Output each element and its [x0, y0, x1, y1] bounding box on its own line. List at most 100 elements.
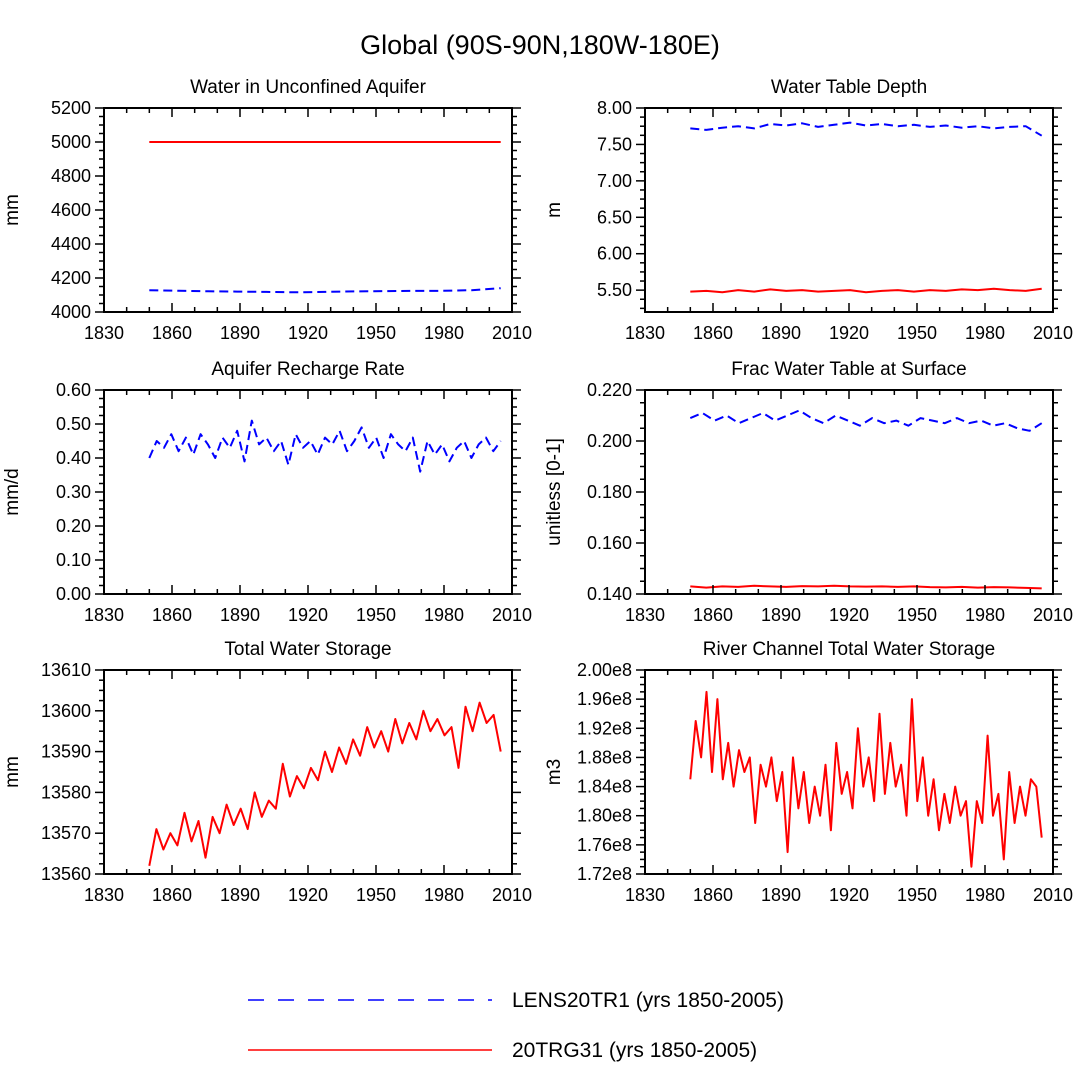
chart-panel-3: Aquifer Recharge Rate 1830 1860 1890 1920 195…	[2, 359, 532, 625]
x-tick-label: 1860	[152, 605, 192, 625]
y-tick-label: 4000	[51, 302, 91, 322]
y-tick-label: 4800	[51, 166, 91, 186]
y-tick-label: 4600	[51, 200, 91, 220]
x-tick-label: 2010	[1033, 885, 1073, 905]
x-tick-label: 1950	[897, 323, 937, 343]
x-tick-label: 1950	[356, 885, 396, 905]
y-tick-label: 1.72e8	[577, 864, 632, 884]
y-tick-label: 8.00	[597, 98, 632, 118]
y-tick-label: 13560	[41, 864, 91, 884]
series-line-lens20tr1	[148, 419, 502, 473]
x-tick-label: 1830	[84, 885, 124, 905]
y-tick-label: 7.50	[597, 134, 632, 154]
chart-title: Total Water Storage	[224, 639, 391, 660]
x-tick-label: 2010	[1033, 605, 1073, 625]
x-tick-label: 1920	[288, 605, 328, 625]
figure-title: Global (90S-90N,180W-180E)	[360, 30, 720, 60]
y-tick-label: 1.84e8	[577, 777, 632, 797]
y-tick-label: 0.30	[56, 482, 91, 502]
y-tick-label: 6.50	[597, 207, 632, 227]
plot-frame	[103, 389, 513, 595]
y-tick-label: 13610	[41, 660, 91, 680]
x-tick-label: 1830	[84, 323, 124, 343]
x-tick-label: 1860	[693, 885, 733, 905]
x-tick-label: 1860	[693, 605, 733, 625]
y-tick-label: 0.60	[56, 380, 91, 400]
x-tick-label: 1860	[152, 885, 192, 905]
series-line-20trg31	[690, 584, 1042, 590]
x-tick-label: 2010	[1033, 323, 1073, 343]
y-tick-label: 5000	[51, 132, 91, 152]
y-tick-label: 2.00e8	[577, 660, 632, 680]
y-tick-label: 0.160	[587, 533, 632, 553]
x-tick-label: 1980	[424, 885, 464, 905]
y-tick-label: 0.40	[56, 448, 91, 468]
y-axis-label: mm/d	[2, 468, 23, 516]
x-tick-label: 1950	[356, 605, 396, 625]
x-tick-label: 1950	[356, 323, 396, 343]
x-tick-label: 1980	[965, 323, 1005, 343]
y-tick-label: 0.220	[587, 380, 632, 400]
y-tick-label: 1.88e8	[577, 747, 632, 767]
x-tick-label: 1830	[84, 605, 124, 625]
legend-label-1: LENS20TR1 (yrs 1850-2005)	[512, 989, 784, 1012]
chart-panel-1: Water in Unconfined Aquifer 1830 1860 1890 1…	[2, 77, 532, 343]
y-axis-label: mm	[2, 756, 23, 788]
x-tick-label: 2010	[492, 885, 532, 905]
y-tick-label: 13590	[41, 742, 91, 762]
plot-frame	[644, 107, 1054, 313]
y-axis-label: m3	[544, 759, 565, 785]
chart-panel-5: Total Water Storage 1830 1860 1890 1920 1950 1…	[2, 639, 532, 905]
y-tick-label: 4200	[51, 268, 91, 288]
series-line-20trg31	[148, 701, 502, 866]
plot-frame	[644, 389, 1054, 595]
y-tick-label: 4400	[51, 234, 91, 254]
y-tick-label: 0.00	[56, 584, 91, 604]
series-line-lens20tr1	[149, 287, 501, 294]
chart-title: Water in Unconfined Aquifer	[190, 77, 427, 98]
chart-title: Frac Water Table at Surface	[731, 359, 967, 380]
y-tick-label: 5200	[51, 98, 91, 118]
y-tick-label: 0.20	[56, 516, 91, 536]
y-tick-label: 1.96e8	[577, 689, 632, 709]
y-tick-label: 0.50	[56, 414, 91, 434]
chart-panel-2: Water Table Depth 1830 1860 1890 1920 1950 198…	[544, 77, 1073, 343]
y-axis-label: unitless [0-1]	[544, 438, 565, 546]
chart-panels: Water in Unconfined Aquifer 1830 1860 1890 1…	[2, 77, 1073, 905]
x-tick-label: 1950	[897, 605, 937, 625]
x-tick-label: 1860	[152, 323, 192, 343]
x-tick-label: 1980	[424, 605, 464, 625]
plot-frame	[103, 107, 513, 313]
x-tick-label: 1920	[288, 323, 328, 343]
x-tick-label: 1920	[829, 605, 869, 625]
y-tick-label: 0.180	[587, 482, 632, 502]
series-line-lens20tr1	[689, 409, 1043, 432]
y-tick-label: 13570	[41, 823, 91, 843]
y-tick-label: 7.00	[597, 171, 632, 191]
y-tick-label: 13580	[41, 782, 91, 802]
legend: LENS20TR1 (yrs 1850-2005) 20TRG31 (yrs 18…	[248, 989, 784, 1062]
series-line-lens20tr1	[690, 121, 1043, 137]
x-tick-label: 1890	[761, 323, 801, 343]
y-tick-label: 1.76e8	[577, 835, 632, 855]
chart-panel-4: Frac Water Table at Surface 1830 1860 1890 1…	[544, 359, 1073, 625]
x-tick-label: 1980	[965, 605, 1005, 625]
y-axis-label: m	[544, 202, 565, 218]
series-line-20trg31	[689, 690, 1043, 868]
x-tick-label: 1890	[220, 885, 260, 905]
y-tick-label: 6.00	[597, 244, 632, 264]
x-tick-label: 1980	[965, 885, 1005, 905]
y-tick-label: 13600	[41, 701, 91, 721]
x-tick-label: 2010	[492, 605, 532, 625]
y-tick-label: 1.80e8	[577, 806, 632, 826]
x-tick-label: 1830	[625, 885, 665, 905]
series-line-20trg31	[690, 287, 1042, 294]
x-tick-label: 1890	[220, 323, 260, 343]
y-tick-label: 0.200	[587, 431, 632, 451]
x-tick-label: 1920	[829, 323, 869, 343]
chart-title: Aquifer Recharge Rate	[211, 359, 404, 380]
chart-panel-6: River Channel Total Water Storage 1830 186…	[544, 639, 1073, 905]
x-tick-label: 1860	[693, 323, 733, 343]
chart-title: Water Table Depth	[771, 77, 927, 98]
